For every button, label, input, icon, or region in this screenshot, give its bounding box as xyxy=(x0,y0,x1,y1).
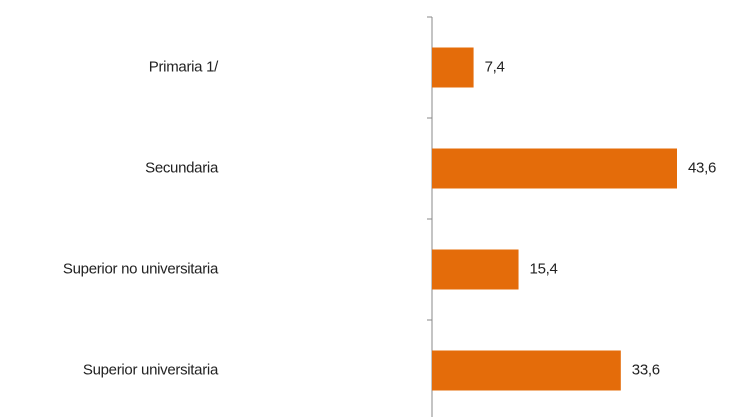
bar xyxy=(432,249,519,290)
category-label: Superior universitaria xyxy=(83,361,219,378)
bar xyxy=(432,350,621,391)
category-label: Secundaria xyxy=(145,159,219,176)
bar xyxy=(432,148,677,189)
bar xyxy=(432,47,474,88)
data-label: 7,4 xyxy=(485,58,505,75)
data-label: 15,4 xyxy=(530,260,558,277)
category-label: Superior no universitaria xyxy=(63,260,219,277)
category-label: Primaria 1/ xyxy=(149,58,219,75)
data-label: 33,6 xyxy=(632,361,660,378)
data-label: 43,6 xyxy=(688,159,716,176)
